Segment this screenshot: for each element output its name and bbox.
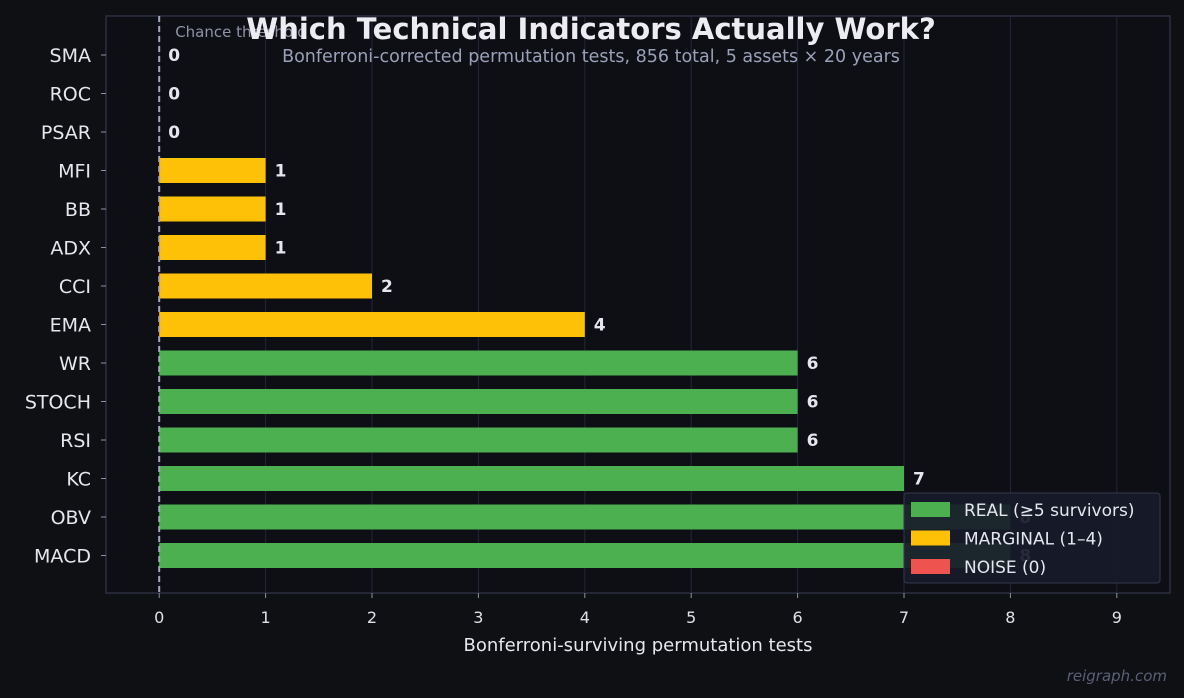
y-tick-label: SMA bbox=[50, 45, 91, 67]
y-tick-label: RSI bbox=[60, 430, 91, 452]
x-tick-label: 1 bbox=[261, 608, 271, 627]
x-tick-label: 5 bbox=[686, 608, 696, 627]
legend-swatch-noise bbox=[911, 559, 950, 574]
bar-bb bbox=[159, 196, 266, 222]
x-tick-label: 3 bbox=[473, 608, 483, 627]
y-tick-label: OBV bbox=[51, 507, 91, 529]
y-tick-labels: SMA ROC PSAR MFI BB ADX CCI EMA WR STOCH RSI KC OBV M… bbox=[25, 45, 106, 568]
bar-stoch bbox=[159, 389, 798, 414]
x-tick-label: 9 bbox=[1112, 608, 1122, 627]
data-label-psar: 0 bbox=[168, 123, 180, 143]
bar-cci bbox=[159, 273, 372, 299]
y-tick-label: MACD bbox=[34, 546, 91, 568]
data-label-adx: 1 bbox=[275, 239, 287, 259]
bars bbox=[159, 158, 1011, 568]
data-label-cci: 2 bbox=[381, 277, 393, 297]
y-tick-label: ADX bbox=[50, 238, 91, 260]
bar-obv bbox=[159, 504, 1011, 530]
y-tick-label: KC bbox=[66, 469, 91, 491]
chance-threshold-label: Chance threshold bbox=[175, 23, 307, 41]
y-tick-label: EMA bbox=[50, 315, 91, 337]
data-label-kc: 7 bbox=[913, 470, 925, 490]
data-label-sma: 0 bbox=[168, 46, 180, 66]
y-tick-label: BB bbox=[65, 199, 91, 221]
data-label-mfi: 1 bbox=[275, 162, 287, 182]
y-tick-label: WR bbox=[59, 353, 91, 375]
x-tick-labels: 0 1 2 3 4 5 6 7 8 9 bbox=[154, 593, 1122, 627]
legend-label-marginal: MARGINAL (1–4) bbox=[964, 530, 1103, 550]
x-axis-label: Bonferroni-surviving permutation tests bbox=[464, 635, 813, 656]
bar-macd bbox=[159, 543, 1011, 568]
data-label-ema: 4 bbox=[594, 316, 606, 336]
chart-subtitle: Bonferroni-corrected permutation tests, … bbox=[282, 47, 900, 67]
bar-mfi bbox=[159, 158, 266, 183]
x-tick-label: 0 bbox=[154, 608, 164, 627]
y-tick-label: CCI bbox=[59, 276, 91, 298]
x-tick-label: 7 bbox=[899, 608, 909, 627]
data-label-wr: 6 bbox=[807, 354, 819, 374]
legend-label-noise: NOISE (0) bbox=[964, 558, 1046, 578]
x-tick-label: 8 bbox=[1005, 608, 1015, 627]
data-label-rsi: 6 bbox=[807, 431, 819, 451]
data-label-roc: 0 bbox=[168, 85, 180, 105]
legend-swatch-real bbox=[911, 502, 950, 517]
y-tick-label: ROC bbox=[50, 84, 91, 106]
data-label-bb: 1 bbox=[275, 200, 287, 220]
y-tick-label: MFI bbox=[58, 161, 91, 183]
legend-label-real: REAL (≥5 survivors) bbox=[964, 501, 1135, 521]
x-tick-label: 6 bbox=[793, 608, 803, 627]
y-tick-label: STOCH bbox=[25, 392, 91, 414]
bar-rsi bbox=[159, 427, 798, 453]
bar-adx bbox=[159, 235, 266, 260]
chart-title: Which Technical Indicators Actually Work… bbox=[246, 12, 936, 46]
bar-kc bbox=[159, 466, 904, 491]
legend-swatch-marginal bbox=[911, 530, 950, 546]
data-label-stoch: 6 bbox=[807, 393, 819, 413]
x-tick-label: 4 bbox=[580, 608, 590, 627]
legend-box bbox=[903, 492, 1161, 584]
bar-ema bbox=[159, 312, 585, 337]
y-tick-label: PSAR bbox=[41, 122, 91, 144]
legend: REAL (≥5 survivors) MARGINAL (1–4) NOISE (… bbox=[903, 492, 1161, 584]
bar-wr bbox=[159, 350, 798, 376]
watermark: reigraph.com bbox=[1067, 667, 1167, 685]
x-tick-label: 2 bbox=[367, 608, 377, 627]
